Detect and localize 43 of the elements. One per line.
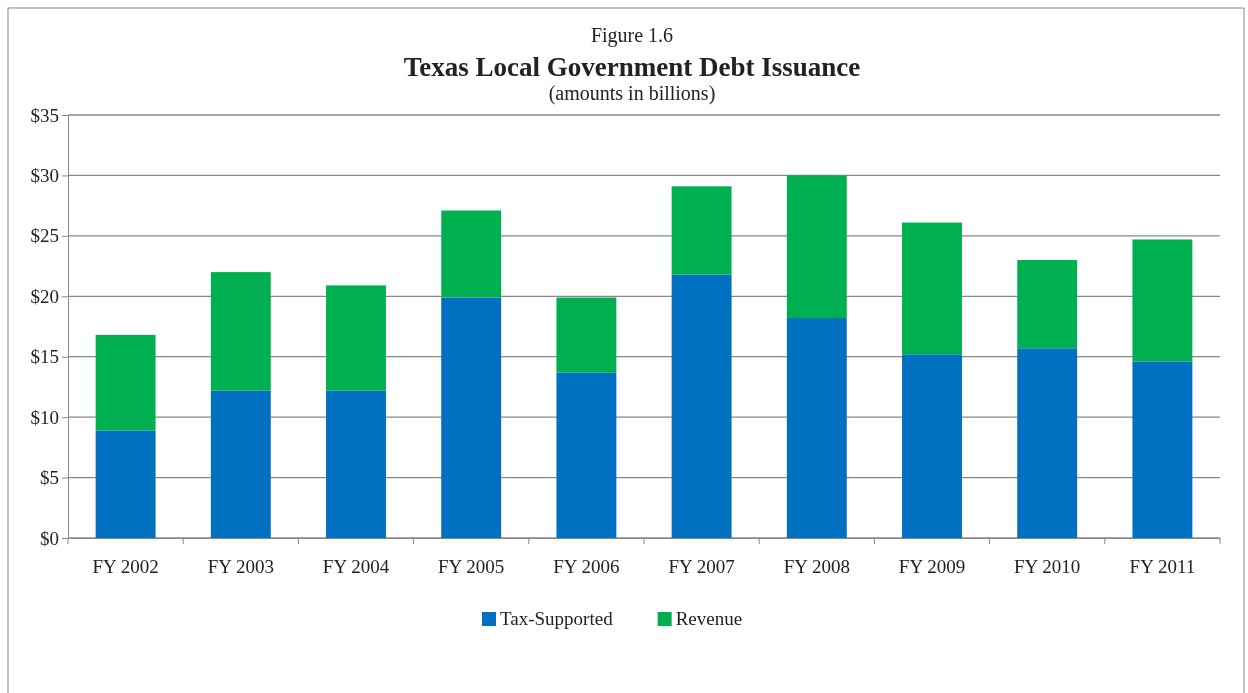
bar	[95, 334, 156, 431]
x-tick-label: FY 2007	[668, 556, 735, 578]
x-tick-label: FY 2005	[438, 556, 505, 578]
bar	[210, 272, 271, 391]
y-tick-label: $25	[30, 225, 59, 247]
bar	[1017, 348, 1078, 538]
bar	[210, 390, 271, 538]
bar	[1132, 239, 1193, 362]
bar	[556, 297, 617, 373]
legend-label: Tax-Supported	[500, 608, 614, 629]
bar	[671, 186, 732, 275]
y-tick-label: $35	[30, 104, 59, 126]
bar	[326, 285, 386, 391]
bar	[441, 297, 502, 538]
caption: Figure 1.6	[590, 24, 674, 47]
x-tick-label: FY 2010	[1014, 556, 1081, 578]
bar	[671, 274, 732, 538]
y-tick-label: $5	[40, 467, 59, 489]
bar	[1017, 260, 1078, 349]
y-tick-label: $15	[30, 346, 59, 368]
y-tick-label: $0	[40, 527, 59, 549]
y-tick-label: $30	[30, 165, 59, 187]
x-tick-label: FY 2008	[783, 556, 850, 578]
y-tick-label: $20	[30, 285, 59, 307]
x-tick-label: FY 2004	[322, 556, 390, 578]
chart-subtitle: (amounts in billions)	[548, 82, 716, 105]
bar	[902, 222, 962, 355]
bar	[902, 354, 962, 538]
y-tick-label: $10	[30, 406, 59, 428]
bar	[786, 175, 847, 319]
legend-label: Revenue	[675, 608, 743, 629]
bar	[786, 318, 847, 538]
chart-title: Texas Local Government Debt Issuance	[403, 52, 861, 82]
x-tick-label: FY 2006	[553, 556, 620, 578]
bar	[441, 210, 502, 298]
x-tick-label: FY 2003	[207, 556, 274, 578]
bar	[326, 390, 386, 538]
bar	[1132, 361, 1193, 538]
x-tick-label: FY 2011	[1129, 556, 1196, 578]
x-tick-label: FY 2002	[92, 556, 159, 578]
bar	[556, 372, 617, 538]
bar	[95, 430, 156, 538]
x-tick-label: FY 2009	[898, 556, 966, 578]
